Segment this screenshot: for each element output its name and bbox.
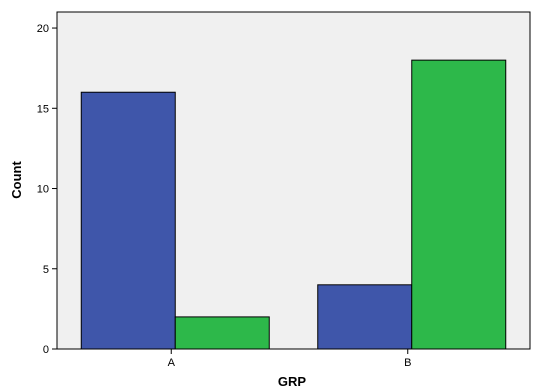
- bar-a-2: [174, 316, 270, 350]
- bar-a-1: [80, 91, 176, 350]
- x-tick-label-b: B: [404, 357, 411, 369]
- bar-b-2: [411, 59, 507, 350]
- y-axis-title: Count: [9, 161, 24, 199]
- y-tick-label: 0: [43, 344, 49, 356]
- y-tick-label: 15: [37, 103, 49, 115]
- y-tick-label: 20: [37, 23, 49, 35]
- y-tick-label: 5: [43, 264, 49, 276]
- y-axis: 0 5 10 15 20: [37, 23, 57, 356]
- bar-b-1: [317, 284, 413, 350]
- x-axis-title: GRP: [278, 374, 307, 389]
- x-tick-label-a: A: [168, 357, 176, 369]
- y-tick-label: 10: [37, 184, 49, 196]
- bars-group: [80, 59, 507, 350]
